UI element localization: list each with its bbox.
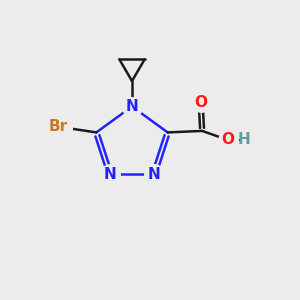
Text: N: N bbox=[103, 167, 116, 182]
Text: H: H bbox=[238, 132, 250, 147]
Text: N: N bbox=[126, 99, 138, 114]
Text: N: N bbox=[148, 167, 160, 182]
Text: O: O bbox=[194, 95, 207, 110]
Text: Br: Br bbox=[48, 119, 67, 134]
Text: O: O bbox=[221, 132, 234, 147]
